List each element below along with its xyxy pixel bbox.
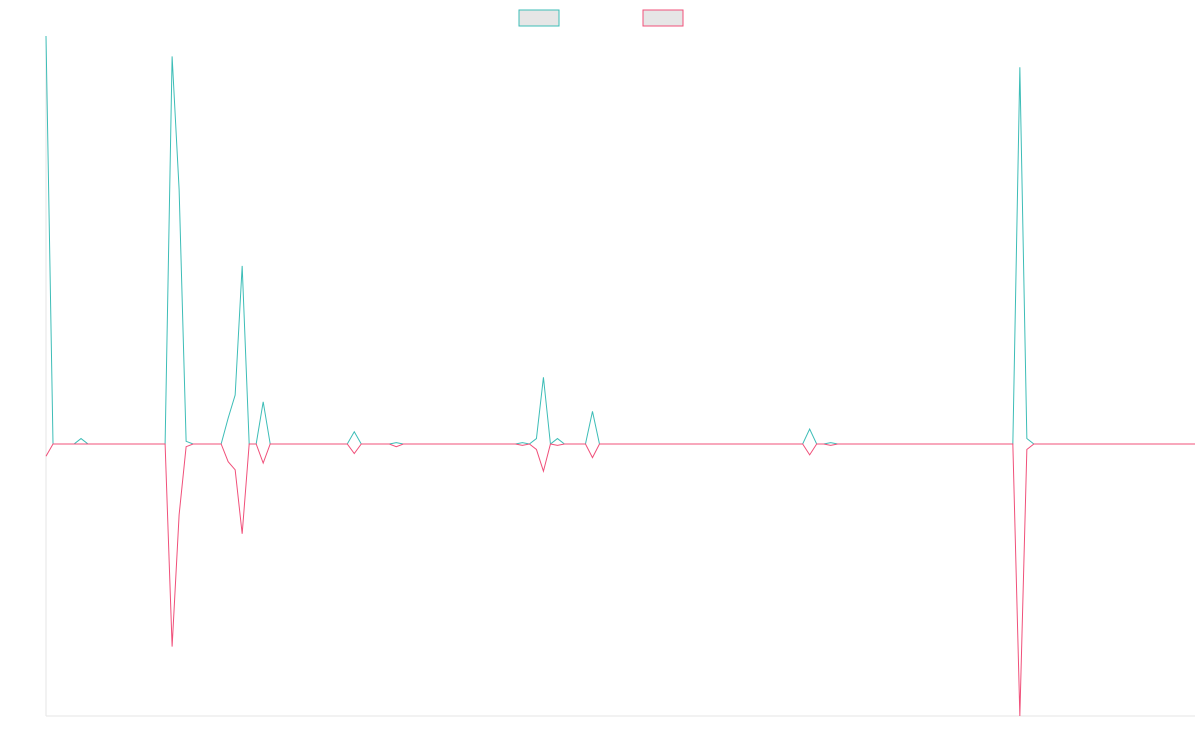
line-series [45,443,1195,717]
line-series [45,35,1195,445]
legend-swatch [642,9,684,27]
legend-swatch [518,9,560,27]
